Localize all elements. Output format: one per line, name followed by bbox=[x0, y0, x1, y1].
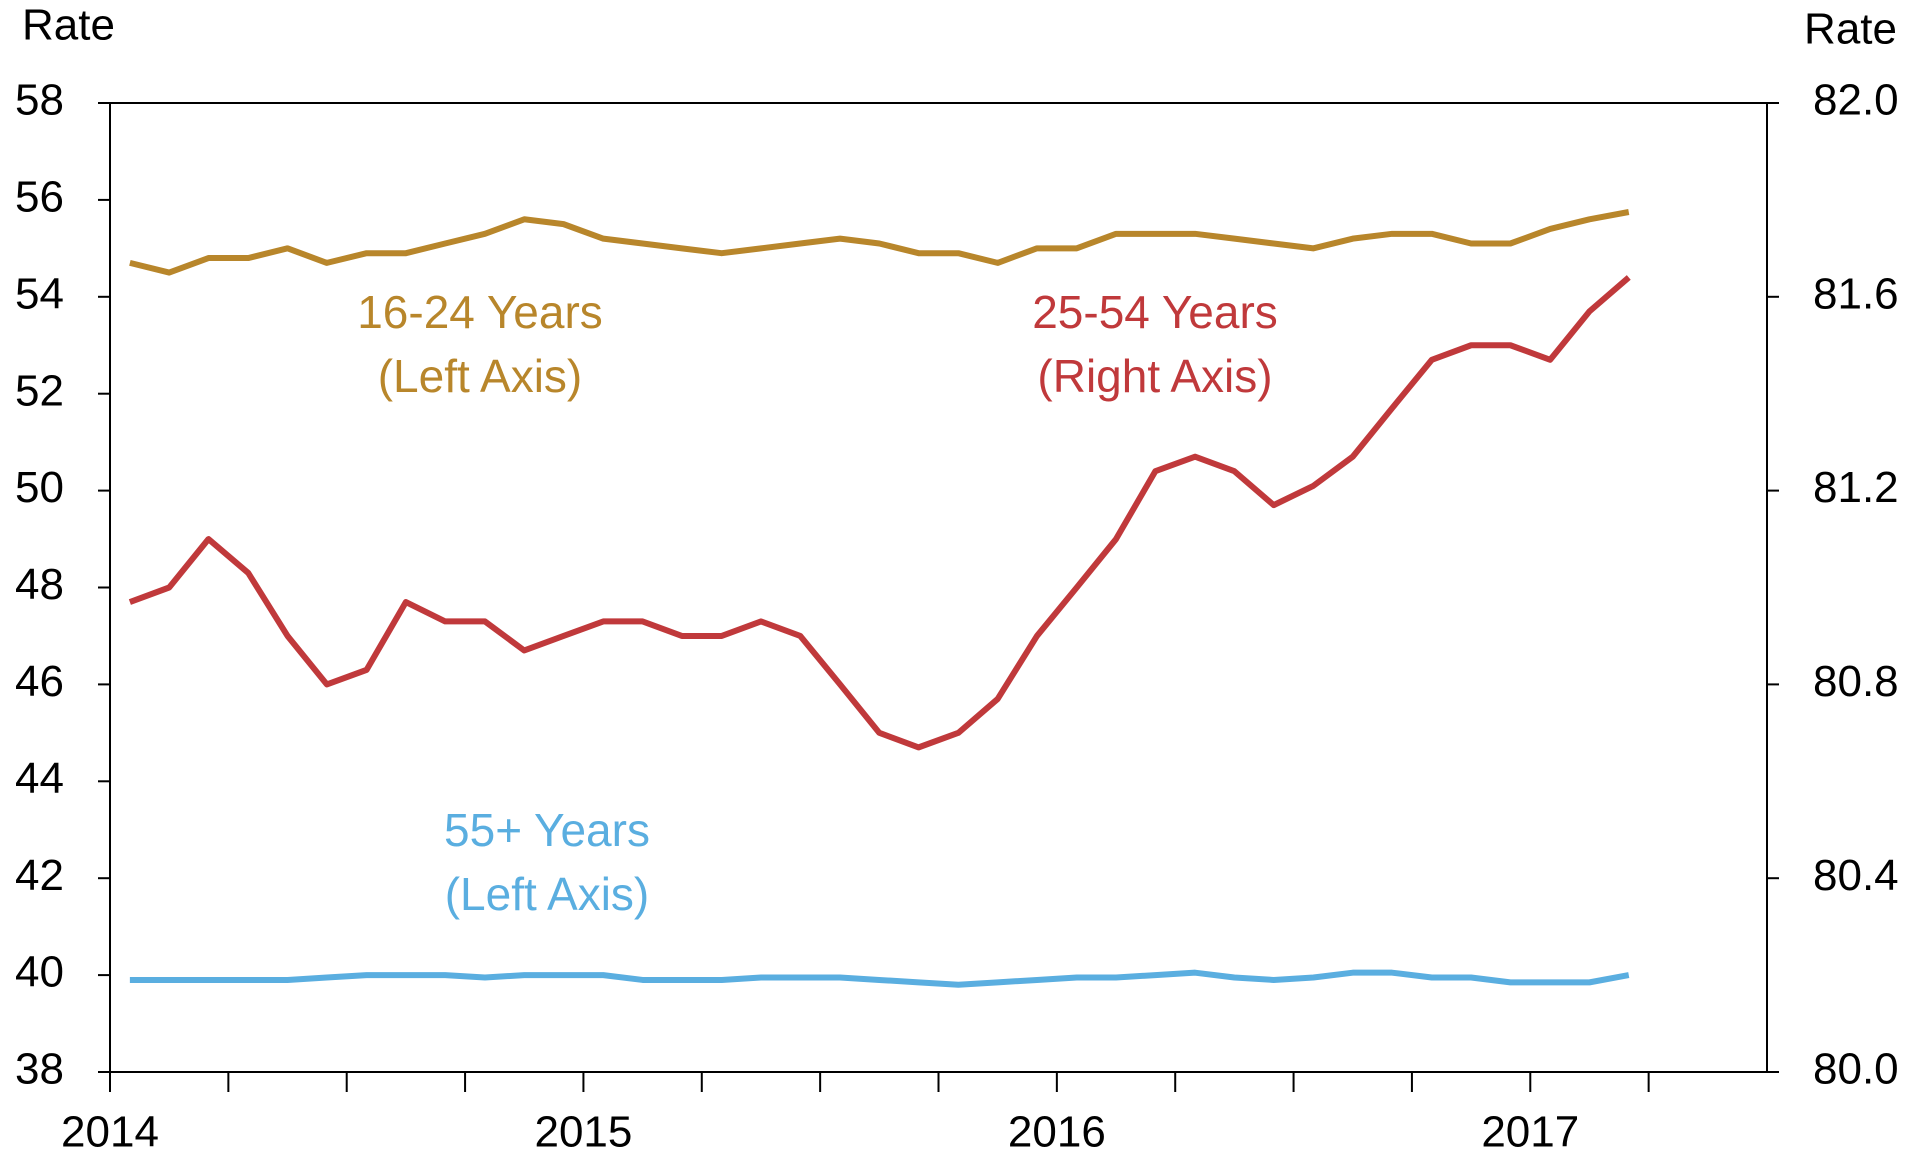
x-tick-label: 2016 bbox=[1008, 1108, 1106, 1157]
series-label: 16-24 Years bbox=[357, 286, 603, 338]
y2-axis-label: Rate bbox=[1804, 5, 1897, 54]
series-note: (Left Axis) bbox=[445, 868, 650, 920]
series-line bbox=[128, 275, 1631, 751]
y2-tick-label: 81.2 bbox=[1813, 463, 1899, 512]
y-tick-label: 42 bbox=[15, 851, 64, 900]
y-axis-label: Rate bbox=[22, 1, 115, 50]
y2-tick-label: 80.4 bbox=[1813, 851, 1899, 900]
y2-tick-label: 82.0 bbox=[1813, 76, 1899, 125]
y2-tick-label: 81.6 bbox=[1813, 269, 1899, 318]
x-tick-label: 2015 bbox=[534, 1108, 632, 1157]
y-tick-label: 52 bbox=[15, 366, 64, 415]
series-note: (Left Axis) bbox=[378, 350, 583, 402]
y-tick-label: 56 bbox=[15, 173, 64, 222]
series-note: (Right Axis) bbox=[1037, 350, 1272, 402]
series-line bbox=[129, 209, 1630, 276]
y-tick-label: 54 bbox=[15, 269, 64, 318]
series-line bbox=[129, 969, 1630, 988]
y-tick-label: 40 bbox=[15, 948, 64, 997]
y-tick-label: 46 bbox=[15, 657, 64, 706]
x-tick-label: 2014 bbox=[61, 1108, 159, 1157]
y2-tick-label: 80.0 bbox=[1813, 1045, 1899, 1094]
series-label: 25-54 Years bbox=[1032, 286, 1278, 338]
y-tick-label: 38 bbox=[15, 1045, 64, 1094]
y-tick-label: 58 bbox=[15, 76, 64, 125]
y-tick-label: 50 bbox=[15, 463, 64, 512]
x-tick-label: 2017 bbox=[1481, 1108, 1579, 1157]
plot-frame bbox=[109, 102, 1768, 1073]
y-tick-label: 44 bbox=[15, 754, 64, 803]
y-tick-label: 48 bbox=[15, 560, 64, 609]
series-label: 55+ Years bbox=[444, 804, 650, 856]
y2-tick-label: 80.8 bbox=[1813, 657, 1899, 706]
